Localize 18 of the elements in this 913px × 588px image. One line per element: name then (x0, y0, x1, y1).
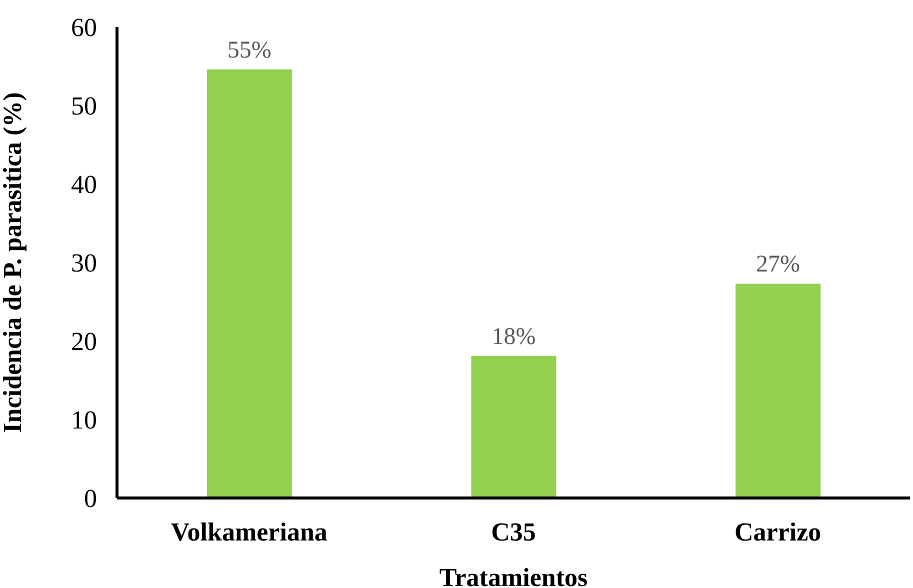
y-tick-label: 30 (71, 248, 97, 278)
y-axis-title: Incidencia de P. parasitica (%) (0, 92, 28, 433)
bar (736, 284, 821, 498)
y-tick-label: 0 (84, 484, 97, 514)
x-axis-title: Tratamientos (439, 563, 588, 588)
y-tick-label: 10 (71, 406, 97, 435)
bar (206, 69, 292, 498)
data-label: 27% (756, 252, 800, 278)
bar (471, 356, 556, 498)
x-tick-label: Volkameriana (170, 517, 328, 546)
y-tick-label: 40 (71, 170, 97, 200)
data-label: 55% (227, 37, 272, 64)
y-tick-label: 50 (71, 92, 97, 121)
x-tick-label: C35 (491, 517, 536, 546)
x-tick-label: Carrizo (734, 517, 822, 546)
data-label: 18% (492, 324, 536, 350)
y-tick-label: 20 (71, 327, 97, 356)
y-tick-label: 60 (71, 13, 97, 42)
